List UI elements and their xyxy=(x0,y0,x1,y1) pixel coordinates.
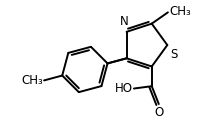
Text: CH₃: CH₃ xyxy=(169,5,191,18)
Text: N: N xyxy=(120,15,129,28)
Text: CH₃: CH₃ xyxy=(21,74,43,87)
Text: S: S xyxy=(170,48,177,61)
Text: O: O xyxy=(154,106,163,119)
Text: HO: HO xyxy=(114,82,132,95)
